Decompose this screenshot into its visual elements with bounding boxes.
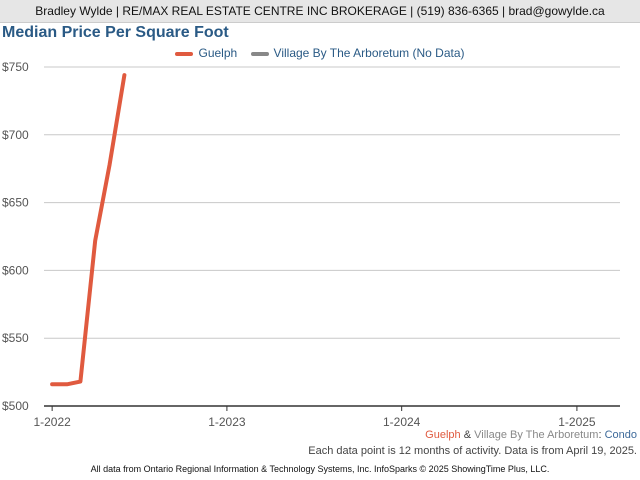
- legend-swatch-village: [250, 51, 269, 56]
- y-tick-label: $700: [2, 128, 29, 142]
- footer-note: Each data point is 12 months of activity…: [308, 445, 637, 457]
- legend-label-guelph: Guelph: [198, 46, 238, 60]
- y-tick-label: $550: [2, 331, 29, 345]
- footer-area-village: Village By The Arboretum: [474, 429, 599, 441]
- legend-item-guelph[interactable]: Guelph: [175, 46, 237, 60]
- legend-swatch-guelph: [175, 51, 194, 56]
- footer-areas: Guelph & Village By The Arboretum: Condo: [425, 429, 637, 441]
- footer-amp: &: [460, 429, 475, 441]
- data-credit: All data from Ontario Regional Informati…: [90, 464, 550, 474]
- y-tick-label: $750: [2, 60, 29, 74]
- x-tick-label: 1-2024: [383, 415, 421, 429]
- chart-title: Median Price Per Square Foot: [2, 24, 229, 41]
- legend-item-village[interactable]: Village By The Arboretum (No Data): [250, 46, 465, 60]
- x-tick-label: 1-2022: [33, 415, 71, 429]
- series-line-guelph: [50, 73, 127, 387]
- y-tick-label: $600: [2, 263, 29, 277]
- footer-colon: :: [598, 429, 605, 441]
- y-tick-label: $500: [2, 399, 29, 413]
- x-tick-label: 1-2023: [208, 415, 246, 429]
- y-tick-label: $650: [2, 196, 29, 210]
- footer-area-guelph: Guelph: [425, 429, 461, 441]
- footer-property-type: Condo: [604, 429, 637, 441]
- agent-header: Bradley Wylde | RE/MAX REAL ESTATE CENTR…: [0, 0, 640, 23]
- chart-legend: Guelph Village By The Arboretum (No Data…: [0, 46, 640, 60]
- legend-label-village: Village By The Arboretum (No Data): [273, 46, 465, 60]
- x-tick-label: 1-2025: [558, 415, 596, 429]
